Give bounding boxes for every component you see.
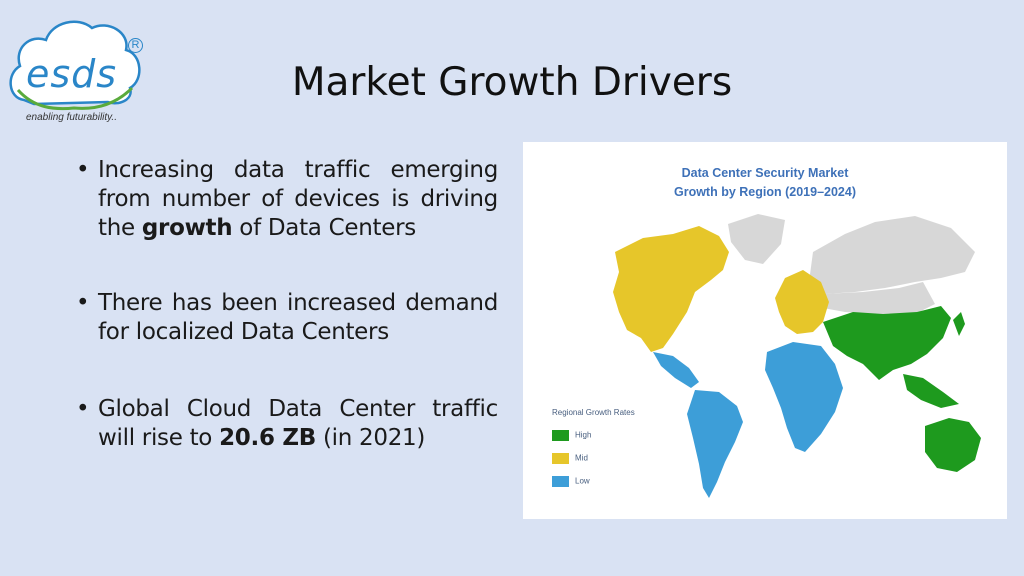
- legend-swatch-mid: [552, 453, 569, 464]
- bullet-list: Increasing data traffic emerging from nu…: [76, 156, 498, 453]
- map-region-australia: [925, 418, 981, 472]
- bullet-item: There has been increased demand for loca…: [76, 289, 498, 347]
- cloud-logo-icon: [9, 20, 141, 111]
- logo-wordmark: esds: [26, 52, 118, 96]
- map-region-asia: [823, 306, 951, 380]
- map-region-south-america: [687, 390, 743, 498]
- world-map: [613, 214, 981, 498]
- map-region-southeast-asia: [903, 374, 959, 408]
- world-map-panel: Data Center Security Market Growth by Re…: [523, 142, 1007, 519]
- legend-swatch-high: [552, 430, 569, 441]
- map-region-europe: [775, 270, 829, 334]
- map-region-central-asia: [823, 282, 935, 314]
- map-region-central-america: [653, 352, 699, 388]
- bullet-item: Increasing data traffic emerging from nu…: [76, 156, 498, 243]
- map-region-russia: [809, 216, 975, 294]
- legend-title: Regional Growth Rates: [552, 408, 635, 417]
- map-title: Data Center Security Market Growth by Re…: [673, 166, 856, 199]
- map-region-japan: [953, 312, 965, 336]
- legend-item-mid: Mid: [552, 453, 588, 465]
- esds-logo: esds R enabling futurability..: [4, 8, 144, 123]
- legend-swatch-low: [552, 476, 569, 487]
- map-region-africa: [765, 342, 843, 452]
- registered-mark: R: [128, 38, 143, 53]
- logo-tagline: enabling futurability..: [26, 112, 117, 123]
- legend-item-low: Low: [552, 476, 590, 488]
- map-region-greenland: [728, 214, 785, 264]
- map-region-north-america: [613, 226, 729, 352]
- bullet-item: Global Cloud Data Center traffic will ri…: [76, 395, 498, 453]
- slide-title: Market Growth Drivers: [291, 60, 733, 105]
- legend-item-high: High: [552, 430, 591, 442]
